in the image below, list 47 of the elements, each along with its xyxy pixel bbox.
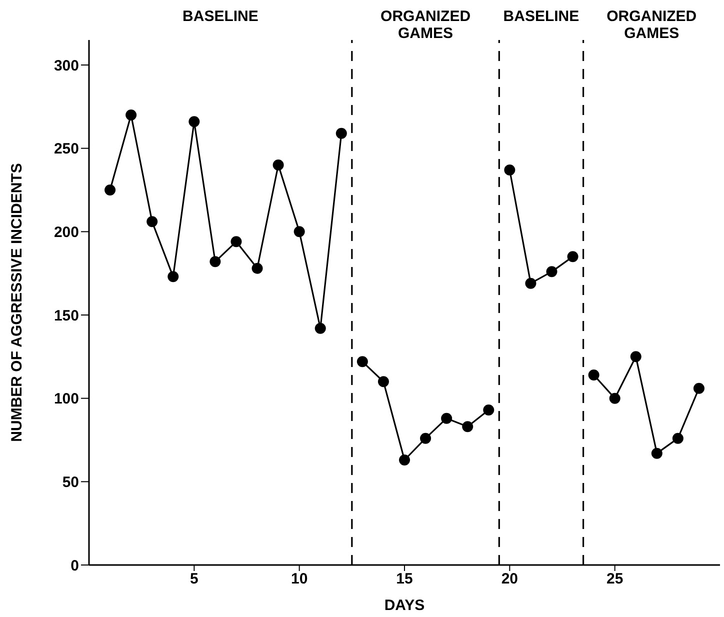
x-tick-label: 10	[290, 570, 308, 588]
point	[525, 278, 536, 289]
y-tick-label: 300	[54, 57, 79, 74]
point	[651, 448, 662, 459]
point	[272, 160, 284, 170]
point	[104, 184, 116, 196]
point	[168, 271, 179, 282]
point	[210, 256, 221, 268]
point	[294, 226, 305, 238]
x-tick-label: 15	[396, 570, 413, 588]
point	[630, 351, 642, 362]
point	[314, 322, 326, 334]
y-tick-label: 200	[54, 224, 79, 241]
y-tick-label: 150	[54, 307, 79, 324]
y-axis-title: NUMBER OF AGGRESSIVE INCIDENTS	[8, 163, 26, 442]
point	[378, 376, 389, 388]
point	[399, 454, 410, 466]
point	[336, 128, 347, 139]
x-tick-label: 20	[501, 570, 518, 588]
point	[230, 236, 242, 248]
point	[126, 110, 137, 120]
point	[483, 404, 494, 416]
point	[672, 432, 684, 444]
point	[420, 432, 432, 444]
annotation: ORGANIZED GAMES	[606, 8, 698, 42]
y-tick-label: 50	[62, 474, 79, 491]
point	[567, 251, 578, 262]
point	[504, 164, 516, 176]
y-tick-label: 250	[54, 140, 79, 158]
point	[441, 412, 452, 424]
point	[546, 266, 558, 278]
x-tick-label: 5	[190, 570, 198, 588]
point	[462, 421, 474, 432]
point	[252, 262, 263, 274]
y-tick-label: 100	[54, 390, 79, 408]
x-axis-title: DAYS	[384, 597, 425, 614]
point	[693, 382, 704, 394]
y-tick-label: 0	[70, 557, 79, 574]
point	[609, 392, 620, 404]
text: BASELINE	[182, 8, 260, 25]
point	[356, 356, 368, 368]
text: BASELINE	[502, 8, 580, 25]
annotation: ORGANIZED GAMES	[380, 8, 472, 42]
point	[146, 216, 158, 228]
x-tick-label: 25	[606, 570, 624, 588]
point	[588, 370, 600, 380]
point	[188, 116, 200, 128]
